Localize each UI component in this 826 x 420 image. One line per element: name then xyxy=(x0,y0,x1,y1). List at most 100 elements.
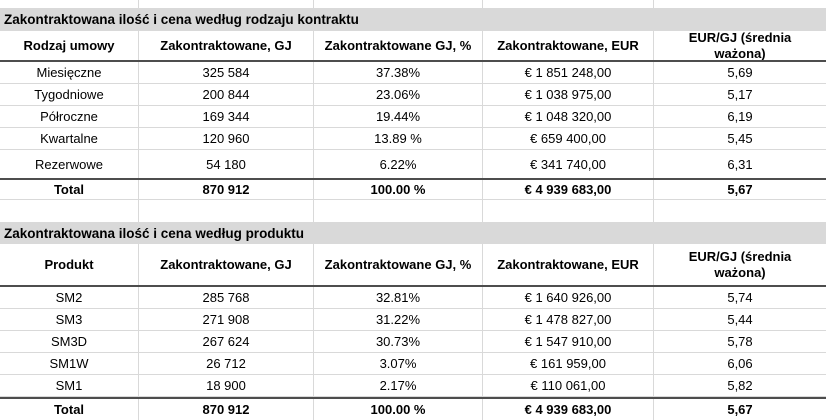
eur-per-gj-cell[interactable]: 6,19 xyxy=(653,106,826,127)
empty-cell[interactable] xyxy=(653,200,826,222)
column-header-contracted-gj[interactable]: Zakontraktowane, GJ xyxy=(138,31,313,60)
pct-cell[interactable]: 19.44% xyxy=(313,106,482,127)
row-label-cell[interactable]: SM1 xyxy=(55,378,83,393)
eur-cell[interactable]: € 1 851 248,00 xyxy=(482,62,653,83)
column-header-contracted-gj[interactable]: Zakontraktowane, GJ xyxy=(138,244,313,285)
table-row-rezerwowe: Rezerwowe 54 180 6.22% € 341 740,00 6,31 xyxy=(0,150,826,178)
total-eur-per-gj-cell[interactable]: 5,67 xyxy=(653,399,826,420)
eur-cell[interactable]: € 1 547 910,00 xyxy=(482,331,653,352)
total-eur-cell[interactable]: € 4 939 683,00 xyxy=(482,399,653,420)
gj-cell[interactable]: 169 344 xyxy=(138,106,313,127)
pct-cell[interactable]: 2.17% xyxy=(313,375,482,396)
table-by-contract-type: Zakontraktowana ilość i cena według rodz… xyxy=(0,8,826,200)
table-total-row: Total 870 912 100.00 % € 4 939 683,00 5,… xyxy=(0,397,826,420)
pct-cell[interactable]: 3.07% xyxy=(313,353,482,374)
total-gj-cell[interactable]: 870 912 xyxy=(138,399,313,420)
eur-cell[interactable]: € 1 048 320,00 xyxy=(482,106,653,127)
column-header-eur-per-gj[interactable]: EUR/GJ (średnia ważona) xyxy=(653,31,826,60)
empty-cell[interactable] xyxy=(482,0,653,8)
eur-per-gj-cell[interactable]: 5,82 xyxy=(653,375,826,396)
total-gj-cell[interactable]: 870 912 xyxy=(138,180,313,199)
empty-cell[interactable] xyxy=(482,200,653,222)
gj-cell[interactable]: 267 624 xyxy=(138,331,313,352)
eur-cell[interactable]: € 1 478 827,00 xyxy=(482,309,653,330)
eur-per-gj-cell[interactable]: 5,69 xyxy=(653,62,826,83)
column-header-contracted-eur[interactable]: Zakontraktowane, EUR xyxy=(482,31,653,60)
row-label-cell[interactable]: SM3 xyxy=(55,312,83,327)
eur-cell[interactable]: € 161 959,00 xyxy=(482,353,653,374)
total-pct-cell[interactable]: 100.00 % xyxy=(313,180,482,199)
column-header-text: EUR/GJ (średnia ważona) xyxy=(688,249,792,280)
pct-cell[interactable]: 13.89 % xyxy=(313,128,482,149)
total-label-cell[interactable]: Total xyxy=(53,402,85,417)
table-row-kwartalne: Kwartalne 120 960 13.89 % € 659 400,00 5… xyxy=(0,128,826,150)
gj-cell[interactable]: 18 900 xyxy=(138,375,313,396)
empty-cell[interactable] xyxy=(138,200,313,222)
section-title-product[interactable]: Zakontraktowana ilość i cena według prod… xyxy=(0,222,826,244)
table-row-tygodniowe: Tygodniowe 200 844 23.06% € 1 038 975,00… xyxy=(0,84,826,106)
pct-cell[interactable]: 30.73% xyxy=(313,331,482,352)
table-by-product: Zakontraktowana ilość i cena według prod… xyxy=(0,222,826,420)
row-label-cell[interactable]: Tygodniowe xyxy=(34,87,104,102)
total-pct-cell[interactable]: 100.00 % xyxy=(313,399,482,420)
row-label-cell[interactable]: SM3D xyxy=(50,334,88,349)
total-eur-cell[interactable]: € 4 939 683,00 xyxy=(482,180,653,199)
column-header-contract-type[interactable]: Rodzaj umowy xyxy=(23,37,115,53)
gj-cell[interactable]: 285 768 xyxy=(138,287,313,308)
row-label-cell[interactable]: Kwartalne xyxy=(40,131,98,146)
eur-cell[interactable]: € 1 038 975,00 xyxy=(482,84,653,105)
gj-cell[interactable]: 120 960 xyxy=(138,128,313,149)
section-title-text: Zakontraktowana ilość i cena według prod… xyxy=(4,225,305,241)
gj-cell[interactable]: 26 712 xyxy=(138,353,313,374)
column-header-eur-per-gj[interactable]: EUR/GJ (średnia ważona) xyxy=(653,244,826,285)
row-label-cell[interactable]: SM1W xyxy=(49,356,89,371)
eur-per-gj-cell[interactable]: 6,31 xyxy=(653,150,826,178)
table-row-sm3d: SM3D 267 624 30.73% € 1 547 910,00 5,78 xyxy=(0,331,826,353)
eur-per-gj-cell[interactable]: 6,06 xyxy=(653,353,826,374)
empty-spacer-row xyxy=(0,200,826,222)
empty-cell[interactable] xyxy=(313,200,482,222)
pct-cell[interactable]: 31.22% xyxy=(313,309,482,330)
row-label-cell[interactable]: Półroczne xyxy=(40,109,98,124)
column-header-contracted-eur[interactable]: Zakontraktowane, EUR xyxy=(482,244,653,285)
eur-cell[interactable]: € 110 061,00 xyxy=(482,375,653,396)
table-row-sm1w: SM1W 26 712 3.07% € 161 959,00 6,06 xyxy=(0,353,826,375)
eur-cell[interactable]: € 659 400,00 xyxy=(482,128,653,149)
gj-cell[interactable]: 200 844 xyxy=(138,84,313,105)
eur-per-gj-cell[interactable]: 5,17 xyxy=(653,84,826,105)
eur-per-gj-cell[interactable]: 5,44 xyxy=(653,309,826,330)
table-row-sm3: SM3 271 908 31.22% € 1 478 827,00 5,44 xyxy=(0,309,826,331)
eur-cell[interactable]: € 341 740,00 xyxy=(482,150,653,178)
table-row-sm1: SM1 18 900 2.17% € 110 061,00 5,82 xyxy=(0,375,826,397)
column-header-contracted-gj-pct[interactable]: Zakontraktowane GJ, % xyxy=(313,31,482,60)
table-row-sm2: SM2 285 768 32.81% € 1 640 926,00 5,74 xyxy=(0,287,826,309)
gj-cell[interactable]: 271 908 xyxy=(138,309,313,330)
eur-per-gj-cell[interactable]: 5,74 xyxy=(653,287,826,308)
column-header-text: EUR/GJ (średnia ważona) xyxy=(688,31,792,60)
section-title-contract-type[interactable]: Zakontraktowana ilość i cena według rodz… xyxy=(0,8,826,31)
empty-cell[interactable] xyxy=(0,0,138,8)
empty-cell[interactable] xyxy=(653,0,826,8)
gj-cell[interactable]: 325 584 xyxy=(138,62,313,83)
table-total-row: Total 870 912 100.00 % € 4 939 683,00 5,… xyxy=(0,178,826,200)
total-label-cell[interactable]: Total xyxy=(53,182,85,197)
pct-cell[interactable]: 23.06% xyxy=(313,84,482,105)
row-label-cell[interactable]: Rezerwowe xyxy=(35,156,103,172)
empty-cell[interactable] xyxy=(138,0,313,8)
gj-cell[interactable]: 54 180 xyxy=(138,150,313,178)
eur-per-gj-cell[interactable]: 5,78 xyxy=(653,331,826,352)
partial-row-above xyxy=(0,0,826,8)
eur-per-gj-cell[interactable]: 5,45 xyxy=(653,128,826,149)
row-label-cell[interactable]: Miesięczne xyxy=(36,65,102,80)
row-label-cell[interactable]: SM2 xyxy=(55,290,83,305)
eur-cell[interactable]: € 1 640 926,00 xyxy=(482,287,653,308)
total-eur-per-gj-cell[interactable]: 5,67 xyxy=(653,180,826,199)
column-header-contracted-gj-pct[interactable]: Zakontraktowane GJ, % xyxy=(313,244,482,285)
empty-cell[interactable] xyxy=(0,200,138,222)
column-header-product[interactable]: Produkt xyxy=(44,256,94,272)
pct-cell[interactable]: 32.81% xyxy=(313,287,482,308)
pct-cell[interactable]: 6.22% xyxy=(313,150,482,178)
empty-cell[interactable] xyxy=(313,0,482,8)
pct-cell[interactable]: 37.38% xyxy=(313,62,482,83)
